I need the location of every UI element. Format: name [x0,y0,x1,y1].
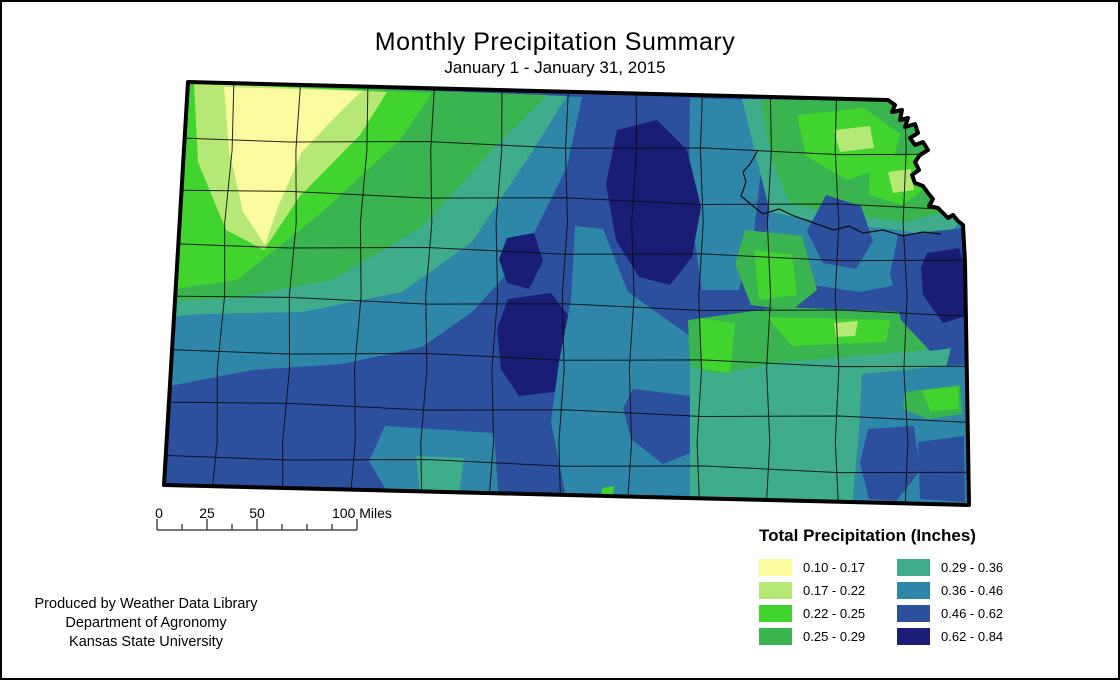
legend-item: 0.22 - 0.25 [759,602,897,624]
page-subtitle: January 1 - January 31, 2015 [444,58,666,77]
precipitation-fill-layers [164,82,969,505]
legend-swatch-0.62-0.84 [897,627,930,645]
attribution-line-2: Department of Agronomy [65,615,227,631]
legend-item: 0.46 - 0.62 [897,602,1089,624]
legend-swatch-0.17-0.22 [759,581,792,599]
legend-swatch-0.36-0.46 [897,581,930,599]
attribution-line-1: Produced by Weather Data Library [34,596,258,612]
legend-label: 0.29 - 0.36 [941,559,1004,575]
legend-label: 0.25 - 0.29 [803,628,866,644]
legend-swatch-0.25-0.29 [759,627,792,645]
scale-bar-ruler [156,519,358,531]
legend-item: 0.10 - 0.17 [759,556,897,578]
legend-swatch-0.10-0.17 [759,558,792,576]
legend-label: 0.46 - 0.62 [941,605,1004,621]
attribution-line-3: Kansas State University [69,634,223,650]
legend-item: 0.36 - 0.46 [897,579,1089,601]
legend-item: 0.25 - 0.29 [759,625,897,647]
legend-swatch-0.22-0.25 [759,604,792,622]
legend-label: 0.17 - 0.22 [803,582,866,598]
legend-swatch-0.29-0.36 [897,558,930,576]
attribution-block: Produced by Weather Data Library Departm… [22,595,270,652]
legend-swatch-0.46-0.62 [897,604,930,622]
scale-tick-label-50: 50 [249,505,265,521]
legend-label: 0.36 - 0.46 [941,582,1004,598]
legend-title: Total Precipitation (Inches) [759,526,976,545]
kansas-state-outline [162,80,971,507]
legend-label: 0.10 - 0.17 [803,559,866,575]
legend-label: 0.62 - 0.84 [941,628,1004,644]
legend-item: 0.62 - 0.84 [897,625,1089,647]
county-boundaries [164,82,969,505]
legend-item: 0.29 - 0.36 [897,556,1089,578]
scale-tick-label-0: 0 [155,505,163,521]
scale-tick-label-100-miles: 100 Miles [332,505,392,521]
legend-label: 0.22 - 0.25 [803,605,866,621]
legend-item: 0.17 - 0.22 [759,579,897,601]
scale-tick-label-25: 25 [199,505,215,521]
page-title: Monthly Precipitation Summary [374,28,736,56]
kansas-river-boundary [740,149,942,237]
legend: Total Precipitation (Inches) 0.10 - 0.17… [759,526,1089,647]
